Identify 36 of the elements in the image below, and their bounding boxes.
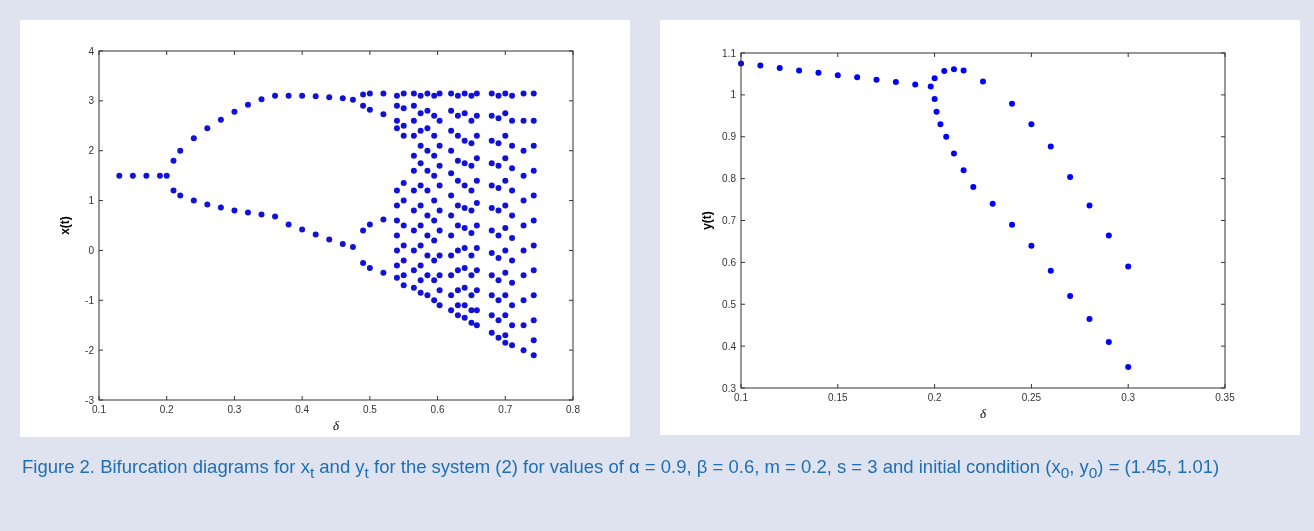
y-tick-label: -3 <box>85 394 95 406</box>
y-tick-label: 0.6 <box>722 256 737 268</box>
y-tick-label: -2 <box>85 344 95 356</box>
x-tick-label: 0.7 <box>498 404 513 415</box>
x-tick-label: 0.3 <box>1121 392 1136 403</box>
y-tick-label: 3 <box>88 95 95 107</box>
x-tick-label: 0.1 <box>734 392 749 403</box>
x-tick-label: 0.15 <box>828 392 848 403</box>
y-tick-label: 0.4 <box>722 340 737 352</box>
x-axis-title: δ <box>979 406 987 421</box>
x-tick-label: 0.1 <box>92 404 107 415</box>
y-tick-label: 1 <box>730 89 737 101</box>
x-tick-label: 0.8 <box>566 404 581 415</box>
y-tick-label: 2 <box>88 145 95 157</box>
x-tick-label: 0.6 <box>430 404 445 415</box>
y-tick-label: 0.8 <box>722 173 737 185</box>
y-tick-label: 4 <box>88 45 95 57</box>
x-tick-label: 0.25 <box>1021 392 1042 403</box>
x-tick-label: 0.35 <box>1215 392 1236 403</box>
x-tick-label: 0.2 <box>927 392 942 403</box>
y-tick-label: -1 <box>85 294 95 306</box>
x-tick-label: 0.5 <box>362 404 378 415</box>
x-tick-label: 0.4 <box>295 404 310 415</box>
y-tick-label: 0.7 <box>722 215 737 226</box>
y-tick-label: 0.9 <box>722 131 737 143</box>
y-tick-label: 1.1 <box>722 47 737 59</box>
y-tick-label: 1 <box>88 195 95 207</box>
y-axis-title: y(t) <box>700 211 714 230</box>
y-tick-label: 0 <box>88 244 95 256</box>
x-tick-label: 0.3 <box>227 404 242 415</box>
y-axis-title: x(t) <box>58 216 72 235</box>
text: Figure 2. Bifurcation diagrams for x$_{t}$ and y$_{t}$ for the system (2) for values of α = 0.9, β = 0.6, m = 0.2, s = 3 and initial condition (x$_{0}$, y$_{0}$) = (1.45, 1.01) <box>22 456 1220 481</box>
y-tick-label: 0.3 <box>722 382 737 394</box>
x-axis-title: δ <box>332 418 340 433</box>
y-tick-label: 0.5 <box>722 298 737 310</box>
x-tick-label: 0.2 <box>159 404 175 415</box>
